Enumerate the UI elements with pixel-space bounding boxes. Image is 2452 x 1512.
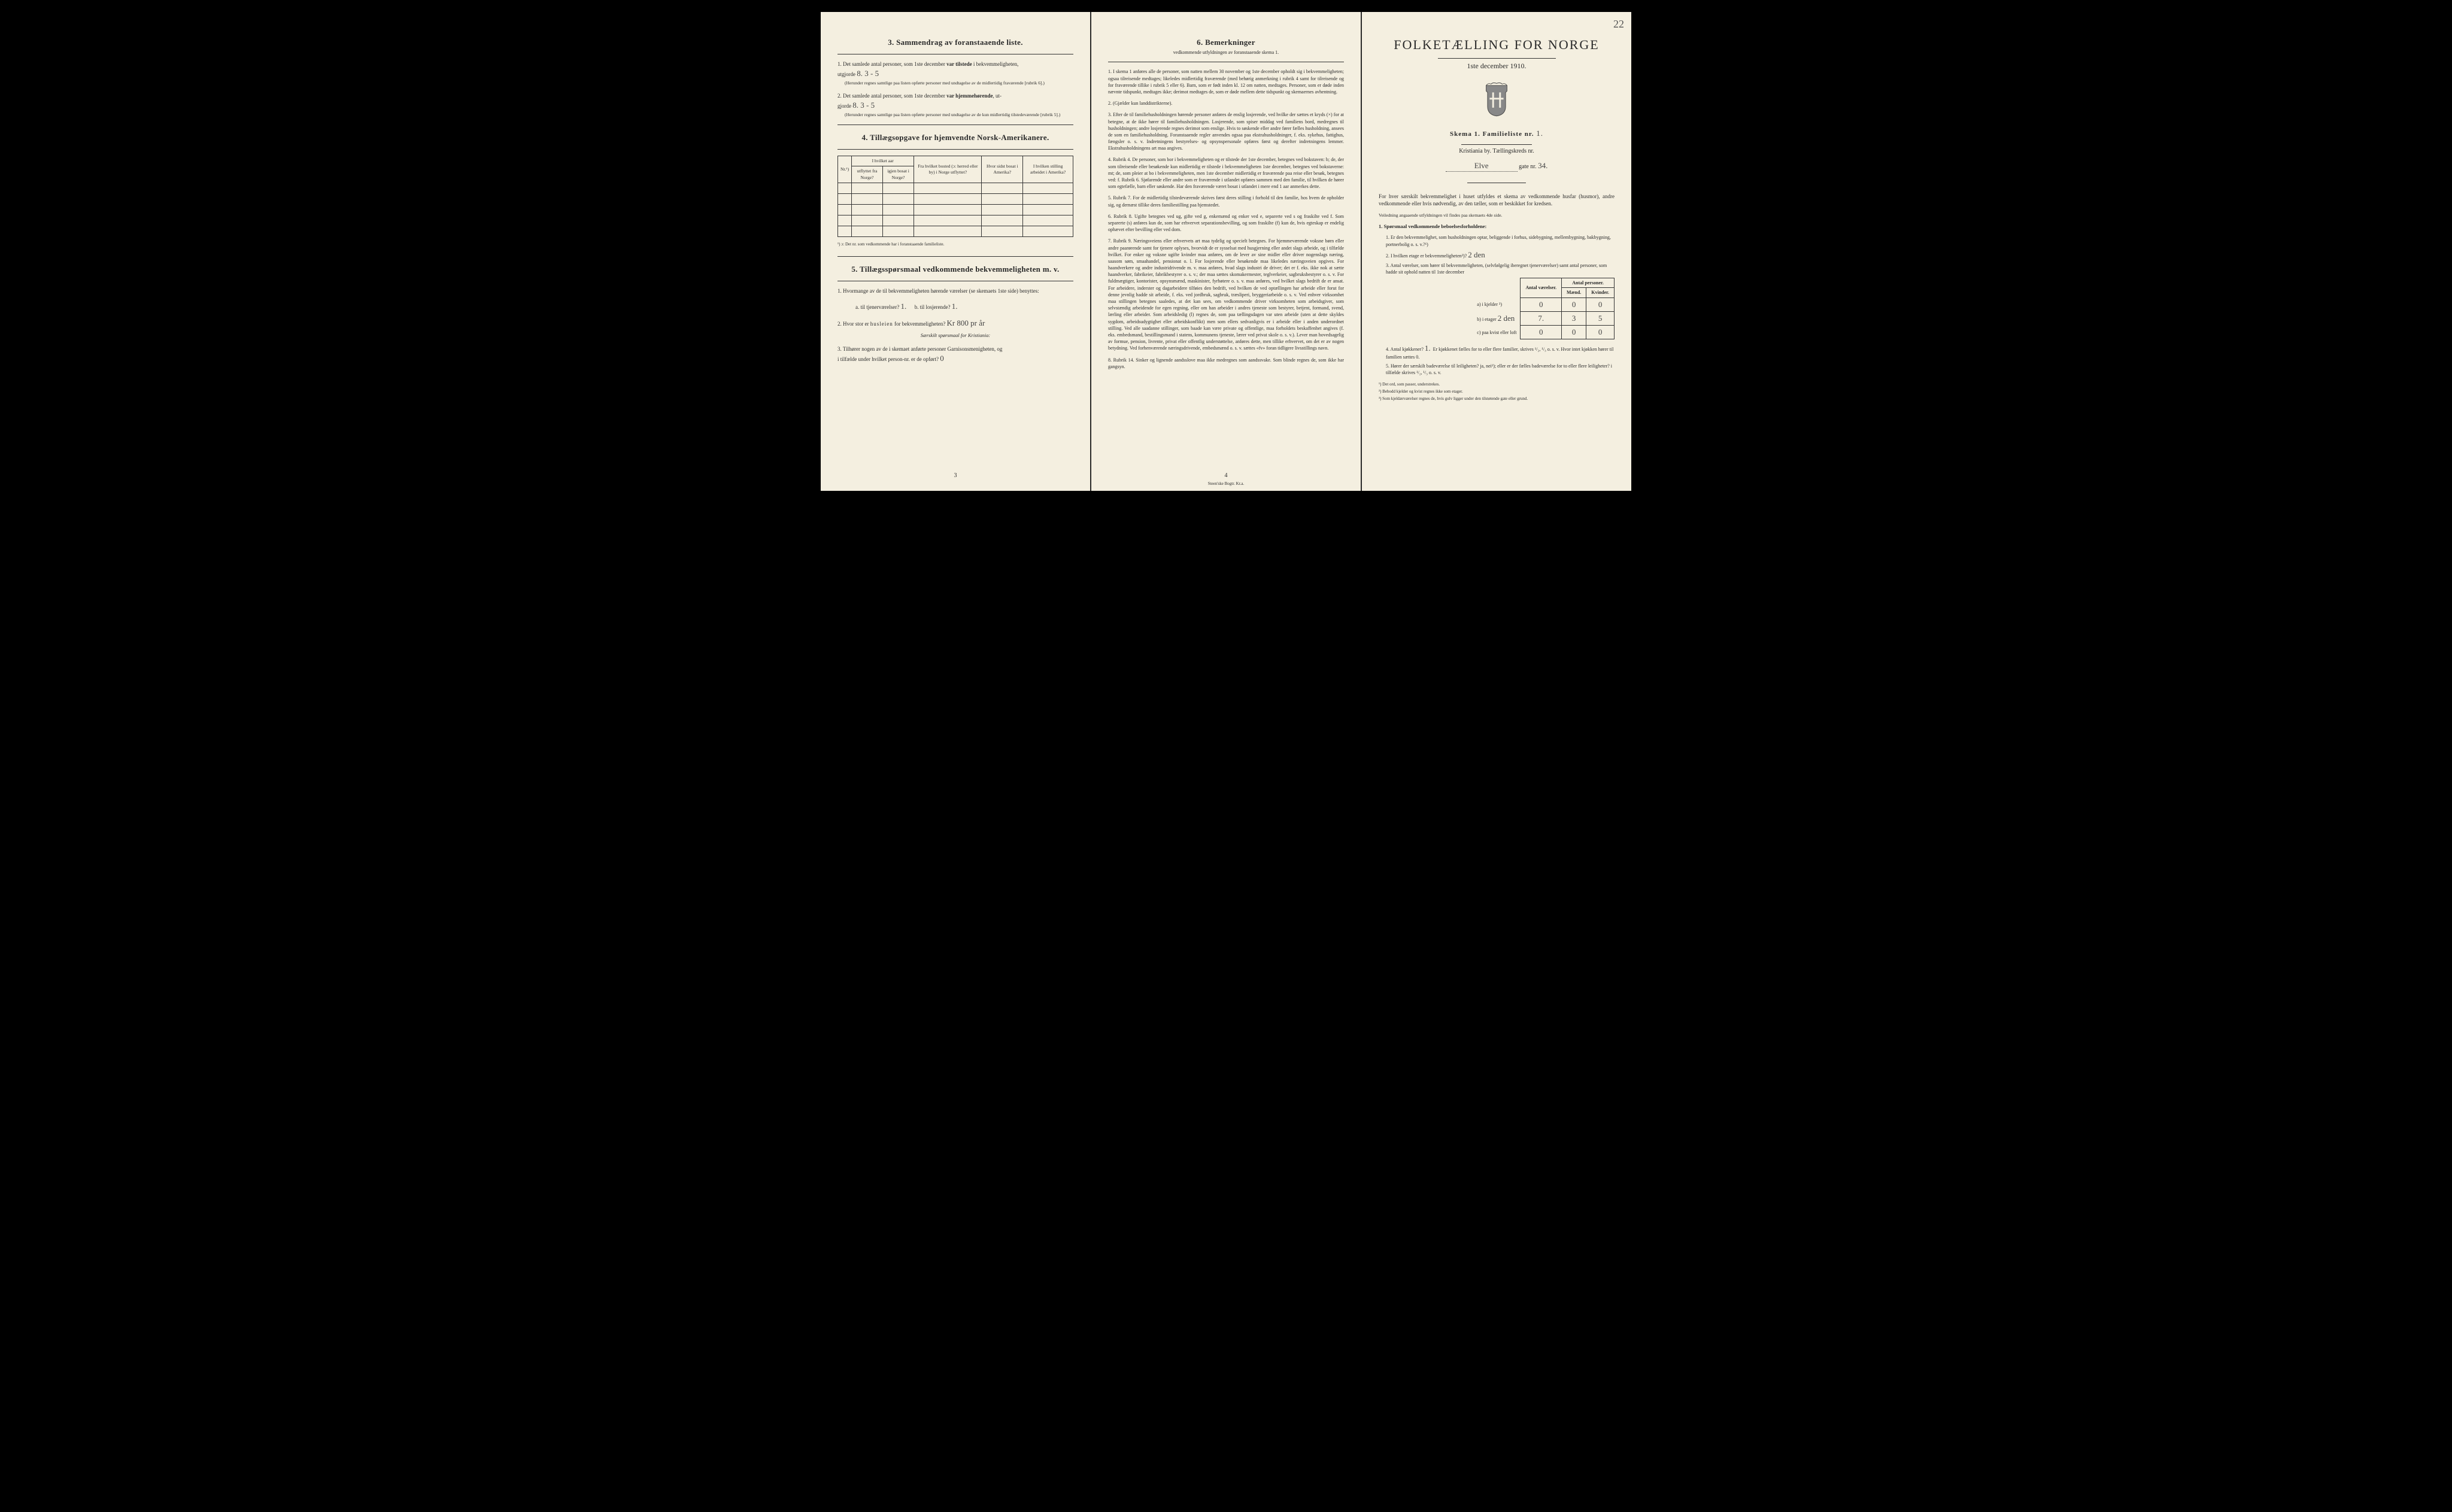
q5-2: 2. Hvor stor er husleien for bekvemmelig… (837, 318, 1073, 339)
section-3-title: 3. Sammendrag av foranstaaende liste. (837, 37, 1073, 48)
section-4-footnote: ¹) ɔ: Det nr. som vedkommende har i fora… (837, 242, 1073, 248)
doc-title: FOLKETÆLLING FOR NORGE (1379, 36, 1615, 54)
rubrik-item: 8. Rubrik 14. Sinker og lignende aandssl… (1108, 357, 1344, 370)
q3-1-note: (Herunder regnes samtlige paa listen opf… (845, 80, 1073, 87)
q1-3: 3. Antal værelser, som hører til bekvemm… (1386, 262, 1615, 275)
document-spread: 3. Sammendrag av foranstaaende liste. 1.… (821, 12, 1631, 491)
rubrik-item: 4. Rubrik 4. De personer, som bor i bekv… (1108, 156, 1344, 190)
coat-of-arms-icon (1379, 82, 1615, 119)
section-6-title: 6. Bemerkninger (1108, 37, 1344, 48)
imprint: Steen'ske Bogtr. Kr.a. (1091, 481, 1361, 487)
rule (1438, 58, 1556, 59)
section-4-title: 4. Tillægsopgave for hjemvendte Norsk-Am… (837, 132, 1073, 143)
page-1-cover: 22 FOLKETÆLLING FOR NORGE 1ste december … (1362, 12, 1631, 491)
table-row (838, 205, 1073, 215)
rule (1461, 144, 1532, 145)
q5-1: 1. Hvormange av de til bekvemmeligheten … (837, 287, 1073, 295)
table-row (838, 194, 1073, 205)
q3-2: 2. Det samlede antal personer, som 1ste … (837, 92, 1073, 118)
address-line: Elve gate nr. 34. (1379, 160, 1615, 172)
city-line: Kristiania by. Tællingskreds nr. (1379, 147, 1615, 156)
footnotes: ¹) Det ord, som passer, understrekes. ²)… (1379, 382, 1615, 402)
rooms-table: Antal værelser. Antal personer. Mænd. Kv… (1472, 278, 1615, 339)
rule (837, 149, 1073, 150)
rubrik-item: 7. Rubrik 9. Næringsveiens eller erhverv… (1108, 238, 1344, 351)
page-number-3: 3 (821, 472, 1090, 480)
rubrik-item: 2. (Gjælder kun landdistrikterne). (1108, 100, 1344, 107)
rubrik-item: 6. Rubrik 8. Ugifte betegnes ved ug, gif… (1108, 213, 1344, 233)
q3-1: 1. Det samlede antal personer, som 1ste … (837, 60, 1073, 86)
page-4: 6. Bemerkninger vedkommende utfyldningen… (1091, 12, 1361, 491)
table-row: b) i etager 2 den 7. 3 5 (1472, 311, 1614, 325)
q1-4: 4. Antal kjøkkener? 1. Er kjøkkenet fæll… (1386, 343, 1615, 360)
rubrik-item: 1. I skema 1 anføres alle de personer, s… (1108, 68, 1344, 95)
amerikaner-table: Nr.¹) I hvilket aar Fra hvilket bosted (… (837, 156, 1073, 238)
q5-1ab: a. til tjenerværelser? 1. b. til losjere… (855, 301, 1073, 312)
table-row (838, 226, 1073, 237)
table-row: a) i kjelder ³) 0 0 0 (1472, 297, 1614, 311)
page-number-4: 4 (1091, 472, 1361, 480)
bemerkninger-list: 1. I skema 1 anføres alle de personer, s… (1108, 68, 1344, 370)
section-5-title: 5. Tillægsspørsmaal vedkommende bekvemme… (837, 264, 1073, 275)
table-row: c) paa kvist eller loft 0 0 0 (1472, 326, 1614, 339)
q1-5: 5. Hører der særskilt badeværelse til le… (1386, 363, 1615, 376)
q3-1-answer: 8. 3 - 5 (857, 69, 879, 78)
q1-2: 2. I hvilken etage er bekvemmeligheten²)… (1386, 250, 1615, 260)
q3-2-answer: 8. 3 - 5 (852, 101, 875, 110)
veiledning: Veiledning angaaende utfyldningen vil fi… (1379, 212, 1615, 219)
q1-heading: 1. Spørsmaal vedkommende beboelsesforhol… (1379, 223, 1615, 230)
rubrik-item: 3. Efter de til familiehusholdningen hør… (1108, 111, 1344, 151)
rule (837, 256, 1073, 257)
page-3: 3. Sammendrag av foranstaaende liste. 1.… (821, 12, 1090, 491)
sheet-number: 22 (1613, 17, 1624, 32)
intro-paragraph: For hver særskilt bekvemmelighet i huset… (1379, 193, 1615, 208)
rubrik-item: 5. Rubrik 7. For de midlertidig tilstede… (1108, 195, 1344, 208)
q3-2-note: (Herunder regnes samtlige paa listen opf… (845, 112, 1073, 119)
q1-1: 1. Er den bekvemmelighet, som husholdnin… (1386, 234, 1615, 247)
skema-line: Skema 1. Familieliste nr. 1. (1379, 128, 1615, 139)
table-row (838, 183, 1073, 194)
doc-subtitle: 1ste december 1910. (1379, 61, 1615, 71)
table-row (838, 215, 1073, 226)
section-6-sub: vedkommende utfyldningen av foranstaaend… (1108, 49, 1344, 56)
q5-3: 3. Tilhører nogen av de i skemaet anført… (837, 345, 1073, 364)
